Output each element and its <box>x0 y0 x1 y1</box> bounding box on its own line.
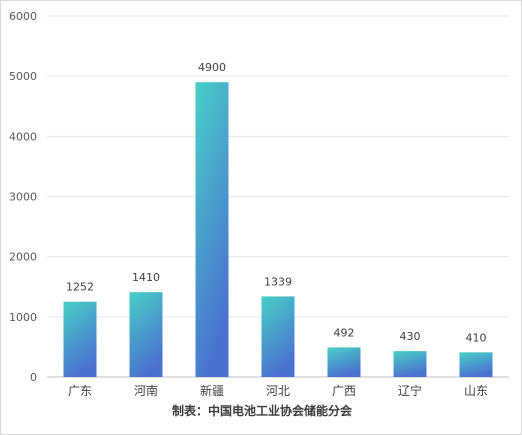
y-tick-label: 5000 <box>9 70 37 83</box>
source-note: 制表：中国电池工业协会储能分会 <box>171 404 352 418</box>
data-label: 410 <box>466 331 487 344</box>
data-label: 1339 <box>264 275 292 288</box>
data-label: 4900 <box>198 61 226 74</box>
y-tick-label: 3000 <box>9 191 37 204</box>
y-axis-ticks: 0 1000 2000 3000 4000 5000 6000 <box>9 10 37 384</box>
y-tick-label: 2000 <box>9 251 37 264</box>
bar <box>327 347 361 377</box>
bar <box>195 82 229 377</box>
x-category-label: 广东 <box>68 384 92 398</box>
grid-lines <box>47 15 509 378</box>
x-category-label: 河南 <box>134 383 158 398</box>
x-category-label: 河北 <box>266 384 290 398</box>
bars <box>63 82 493 377</box>
data-label: 1410 <box>132 271 160 284</box>
y-tick-label: 1000 <box>9 311 37 324</box>
y-tick-label: 0 <box>30 371 37 384</box>
x-category-label: 山东 <box>464 384 488 398</box>
y-tick-label: 6000 <box>9 10 37 23</box>
bar <box>63 301 97 377</box>
bar <box>393 351 427 377</box>
bar <box>261 296 295 377</box>
data-label: 1252 <box>66 281 94 294</box>
data-label: 492 <box>334 326 355 339</box>
bar <box>459 352 493 377</box>
data-labels: 1252 1410 4900 1339 492 430 410 <box>66 61 487 344</box>
y-tick-label: 4000 <box>9 130 37 143</box>
x-category-label: 辽宁 <box>398 383 422 398</box>
data-label: 430 <box>400 330 421 343</box>
bar <box>129 292 163 377</box>
x-axis-categories: 广东 河南 新疆 河北 广西 辽宁 山东 <box>68 383 488 398</box>
x-category-label: 新疆 <box>200 383 224 398</box>
x-category-label: 广西 <box>332 384 356 398</box>
